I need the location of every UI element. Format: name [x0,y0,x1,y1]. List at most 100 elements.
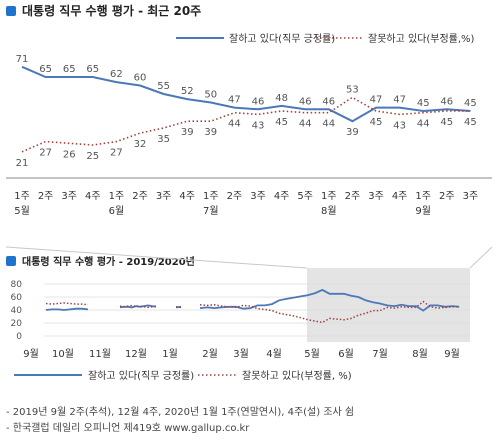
bottom-chart: 0 20 40 60 80 9월 10월 11월 12월 1월 2월 3월 4월 5월 6월 7월 8월 9월 [5,246,493,360]
bottom-title-marker-icon [6,256,16,266]
bottom-x-tick-label: 1월 [162,348,178,360]
top-disapprove-value-label: 45 [275,117,288,128]
top-x-tick-label: 4주 [85,191,101,202]
top-x-tick-label: 4주 [179,191,195,202]
top-disapprove-value-label: 35 [157,134,170,145]
top-disapprove-value-label: 26 [63,149,76,160]
top-x-tick-label: 2주 [439,191,455,202]
bottom-x-tick-label: 11월 [89,348,111,360]
bottom-x-tick-label: 3월 [233,348,249,360]
top-chart: 71 21 1주 5월 65 27 2주 65 26 3주 65 25 4주 62 27 1주 6월 60 32 2주… [6,54,492,217]
top-disapprove-value-label: 43 [252,120,265,131]
top-series-line-approve [21,65,471,123]
top-approve-value-label: 46 [440,96,453,107]
top-x-tick-label: 3주 [156,191,172,202]
top-approve-value-label: 65 [39,64,52,75]
top-disapprove-value-label: 27 [39,148,52,159]
top-x-tick-label: 2주 [345,191,361,202]
bottom-x-tick-label: 6월 [338,348,354,360]
top-x-month-label: 9월 [415,205,431,217]
bottom-series-line-disapprove [45,302,89,306]
bottom-x-tick-label: 9월 [444,348,460,360]
top-x-tick-label: 3주 [463,191,479,202]
footnote-source: - 한국갤럽 데일리 오피니언 제419호 www.gallup.co.kr [6,423,250,434]
bottom-series-line-approve [199,288,460,312]
top-disapprove-value-label: 21 [16,158,29,169]
bottom-y-tick-label: 0 [16,332,22,342]
top-x-tick-label: 5주 [297,191,313,202]
top-x-tick-label: 4주 [274,191,290,202]
top-x-tick-label: 4주 [392,191,408,202]
top-x-month-label: 8월 [321,205,337,217]
top-approve-value-label: 50 [204,90,217,101]
top-series-line-disapprove [21,96,471,153]
top-approve-value-label: 52 [181,86,194,97]
bottom-series-line-approve [45,307,89,311]
highlight-connector-left [5,246,308,269]
top-approve-value-label: 60 [134,73,147,84]
top-disapprove-value-label: 53 [346,84,359,95]
top-disapprove-value-label: 45 [464,117,477,128]
bottom-x-tick-label: 12월 [125,348,147,360]
bottom-x-tick-label: 9월 [23,348,39,360]
bottom-legend-disapprove-label: 잘못하고 있다(부정률, %) [242,369,352,382]
bottom-x-tick-label: 5월 [304,348,320,360]
bottom-y-tick-label: 20 [11,319,23,329]
bottom-y-tick-label: 80 [11,280,23,290]
top-approve-value-label: 46 [299,96,312,107]
top-disapprove-value-label: 39 [181,127,194,138]
bottom-y-tick-label: 60 [11,293,23,303]
bottom-x-tick-label: 7월 [372,348,388,360]
bottom-chart-title: 대통령 직무 수행 평가 - 2019/2020년 [22,255,195,268]
top-x-tick-label: 2주 [38,191,54,202]
top-approve-value-label: 46 [252,96,265,107]
bottom-x-tick-label: 4월 [266,348,282,360]
top-x-tick-label: 2주 [132,191,148,202]
top-x-tick-label: 3주 [250,191,266,202]
top-approve-value-label: 39 [346,127,359,138]
top-disapprove-value-label: 44 [228,119,241,130]
top-approve-value-label: 46 [322,96,335,107]
top-x-tick-label: 1주 [321,191,337,202]
top-disapprove-value-label: 45 [370,117,383,128]
top-x-month-label: 5월 [14,205,30,217]
top-x-tick-label: 1주 [109,191,125,202]
top-approve-value-label: 55 [157,81,170,92]
top-disapprove-value-label: 45 [440,117,453,128]
bottom-series-line-disapprove [119,304,157,309]
bottom-x-tick-label: 10월 [52,348,74,360]
top-x-tick-label: 1주 [415,191,431,202]
top-disapprove-value-label: 32 [134,139,147,150]
top-disapprove-value-label: 44 [417,119,430,130]
bottom-x-tick-label: 2월 [202,348,218,360]
top-approve-value-label: 65 [86,64,99,75]
highlight-connector-right [469,246,493,269]
top-x-month-label: 6월 [109,205,125,217]
top-approve-value-label: 65 [63,64,76,75]
bottom-legend-approve-label: 잘하고 있다(직무 긍정률) [88,369,194,382]
bottom-y-tick-label: 40 [11,306,23,316]
bottom-series-line-disapprove [175,306,182,309]
top-disapprove-value-label: 44 [322,119,335,130]
top-disapprove-value-label: 44 [299,119,312,130]
bottom-series-line-disapprove [199,300,460,324]
top-approve-value-label: 48 [275,93,288,104]
bottom-x-tick-label: 8월 [412,348,428,360]
top-approve-value-label: 45 [464,98,477,109]
top-approve-value-label: 47 [228,95,241,106]
top-disapprove-value-label: 39 [204,127,217,138]
top-x-tick-label: 2주 [227,191,243,202]
top-disapprove-value-label: 43 [393,120,406,131]
top-approve-value-label: 47 [393,95,406,106]
top-legend-approve-label: 잘하고 있다(직무 긍정률) [229,32,335,45]
title-marker-icon [6,6,16,16]
top-x-tick-label: 1주 [14,191,30,202]
top-x-tick-label: 1주 [203,191,219,202]
top-legend-disapprove-label: 잘못하고 있다(부정률,%) [368,32,475,45]
top-disapprove-value-label: 27 [110,148,123,159]
top-x-tick-label: 3주 [61,191,77,202]
top-x-tick-label: 3주 [368,191,384,202]
top-approve-value-label: 47 [370,95,383,106]
top-approve-value-label: 45 [417,98,430,109]
top-approve-value-label: 71 [16,54,29,65]
